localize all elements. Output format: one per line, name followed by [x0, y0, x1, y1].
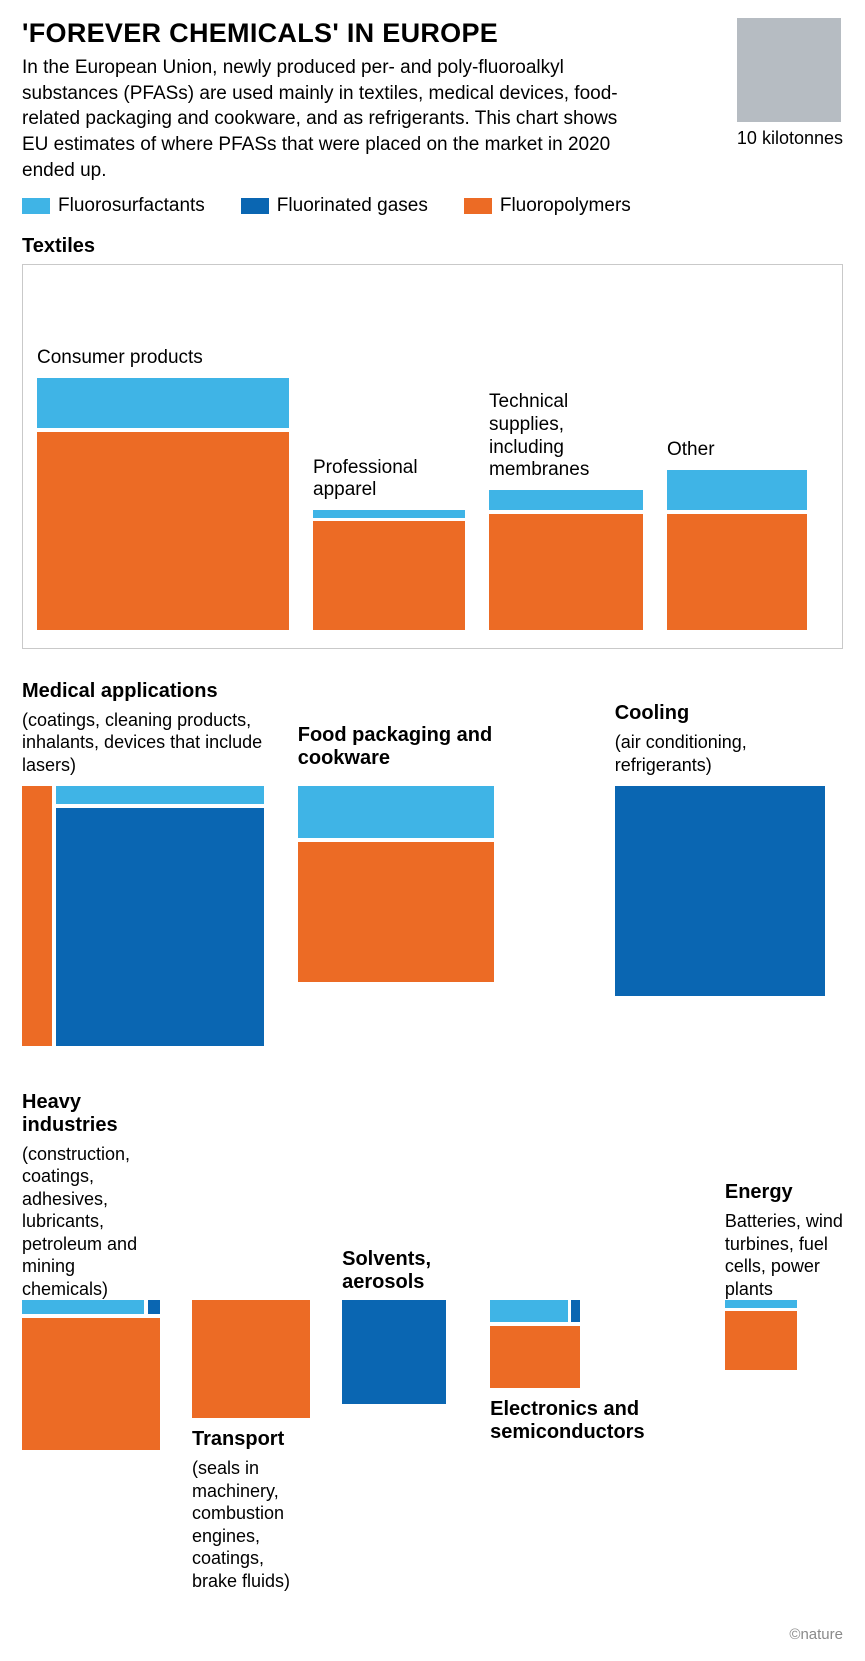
category-header: Medical applications (coatings, cleaning …: [22, 679, 266, 776]
treemap-rect: [571, 1300, 580, 1322]
chart-subtitle: In the European Union, newly produced pe…: [22, 55, 632, 183]
treemap-rect: [37, 432, 289, 630]
category-header: Energy Batteries, wind turbines, fuel cel…: [725, 1080, 843, 1300]
legend-swatch: [22, 198, 50, 214]
chart-title: 'FOREVER CHEMICALS' IN EUROPE: [22, 18, 632, 49]
category-subtitle: (seals in machinery, combustion engines,…: [192, 1457, 310, 1592]
category-title: Transport: [192, 1428, 310, 1451]
category-subtitle: (air conditioning, refrigerants): [615, 731, 843, 776]
treemap-rect: [725, 1300, 797, 1308]
section-title-textiles: Textiles: [22, 235, 843, 258]
treemap-rect: [313, 510, 465, 518]
treemap-rect: [37, 378, 289, 428]
category-title: Food packaging and cookware: [298, 724, 583, 770]
treemap-rect: [489, 490, 643, 510]
category-header: Transport (seals in machinery, combustion…: [192, 1428, 310, 1592]
treemap-rect: [615, 786, 825, 996]
textiles-item: Technical supplies, including membranes: [489, 391, 643, 630]
treemap-rect: [22, 1300, 144, 1314]
treemap-rect: [298, 842, 494, 982]
category-item: Transport (seals in machinery, combustion…: [192, 1080, 310, 1592]
category-title: Medical applications: [22, 680, 266, 703]
legend-label: Fluoropolymers: [500, 195, 631, 217]
treemap: [313, 510, 465, 630]
treemap: [667, 470, 807, 630]
treemap-rect: [56, 786, 264, 804]
treemap: [490, 1300, 580, 1388]
category-header: Heavy industries (construction, coatings,…: [22, 1080, 160, 1300]
header: 'FOREVER CHEMICALS' IN EUROPE In the Eur…: [22, 18, 843, 183]
legend-item: Fluoropolymers: [464, 195, 631, 217]
credit: ©nature: [22, 1626, 843, 1643]
legend-item: Fluorosurfactants: [22, 195, 205, 217]
row-medical-food-cooling: Medical applications (coatings, cleaning …: [22, 679, 843, 1046]
textiles-item: Professional apparel: [313, 411, 465, 630]
category-title: Electronics and semiconductors: [490, 1398, 693, 1444]
treemap-rect: [22, 1318, 160, 1450]
treemap-rect: [490, 1300, 568, 1322]
treemap: [298, 786, 494, 982]
treemap-rect: [22, 786, 52, 1046]
treemap-rect: [490, 1326, 580, 1388]
treemap-label: Consumer products: [37, 279, 289, 370]
category-item: Cooling (air conditioning, refrigerants): [615, 679, 843, 996]
treemap-rect: [56, 808, 264, 1046]
scale-key: 10 kilotonnes: [737, 18, 843, 149]
row-industries-etc: Heavy industries (construction, coatings,…: [22, 1080, 843, 1592]
category-header: Solvents, aerosols: [342, 1080, 458, 1300]
treemap-label: Technical supplies, including membranes: [489, 391, 643, 482]
treemap: [22, 1300, 160, 1450]
treemap: [22, 786, 264, 1046]
category-item: Heavy industries (construction, coatings,…: [22, 1080, 160, 1450]
legend-label: Fluorosurfactants: [58, 195, 205, 217]
treemap: [615, 786, 825, 996]
treemap-rect: [667, 470, 807, 510]
legend-swatch: [464, 198, 492, 214]
category-subtitle: (construction, coatings, adhesives, lubr…: [22, 1143, 160, 1301]
category-item: Electronics and semiconductors: [490, 1080, 693, 1450]
header-text: 'FOREVER CHEMICALS' IN EUROPE In the Eur…: [22, 18, 632, 183]
treemap-rect: [148, 1300, 160, 1314]
treemap-rect: [667, 514, 807, 630]
textiles-item: Consumer products: [37, 279, 289, 630]
treemap-rect: [342, 1300, 446, 1404]
treemap-label: Other: [667, 371, 807, 462]
treemap: [192, 1300, 310, 1418]
treemap: [342, 1300, 446, 1404]
category-header: Food packaging and cookware: [298, 679, 583, 776]
treemap-rect: [725, 1311, 797, 1370]
category-item: Solvents, aerosols: [342, 1080, 458, 1404]
category-item: Medical applications (coatings, cleaning …: [22, 679, 266, 1046]
legend-item: Fluorinated gases: [241, 195, 428, 217]
category-subtitle: (coatings, cleaning products, inhalants,…: [22, 709, 266, 777]
category-title: Solvents, aerosols: [342, 1248, 458, 1294]
category-item: Food packaging and cookware: [298, 679, 583, 982]
treemap: [725, 1300, 797, 1370]
treemap-rect: [489, 514, 643, 630]
textiles-container: Consumer products Professional apparel Tec…: [22, 264, 843, 649]
treemap-label: Professional apparel: [313, 411, 465, 502]
category-header: Electronics and semiconductors: [490, 1398, 693, 1450]
category-title: Energy: [725, 1181, 843, 1204]
category-subtitle: Batteries, wind turbines, fuel cells, po…: [725, 1210, 843, 1300]
category-item: Energy Batteries, wind turbines, fuel cel…: [725, 1080, 843, 1370]
treemap-rect: [313, 521, 465, 630]
textiles-row: Consumer products Professional apparel Tec…: [37, 279, 828, 630]
scale-label: 10 kilotonnes: [737, 128, 843, 149]
scale-square: [737, 18, 841, 122]
treemap: [489, 490, 643, 630]
treemap-rect: [298, 786, 494, 838]
legend-swatch: [241, 198, 269, 214]
legend-label: Fluorinated gases: [277, 195, 428, 217]
treemap-rect: [192, 1300, 310, 1418]
category-title: Cooling: [615, 702, 843, 725]
category-header: Cooling (air conditioning, refrigerants): [615, 679, 843, 776]
category-title: Heavy industries: [22, 1091, 160, 1137]
treemap: [37, 378, 289, 630]
textiles-item: Other: [667, 371, 807, 630]
legend: Fluorosurfactants Fluorinated gases Fluoro…: [22, 195, 843, 217]
